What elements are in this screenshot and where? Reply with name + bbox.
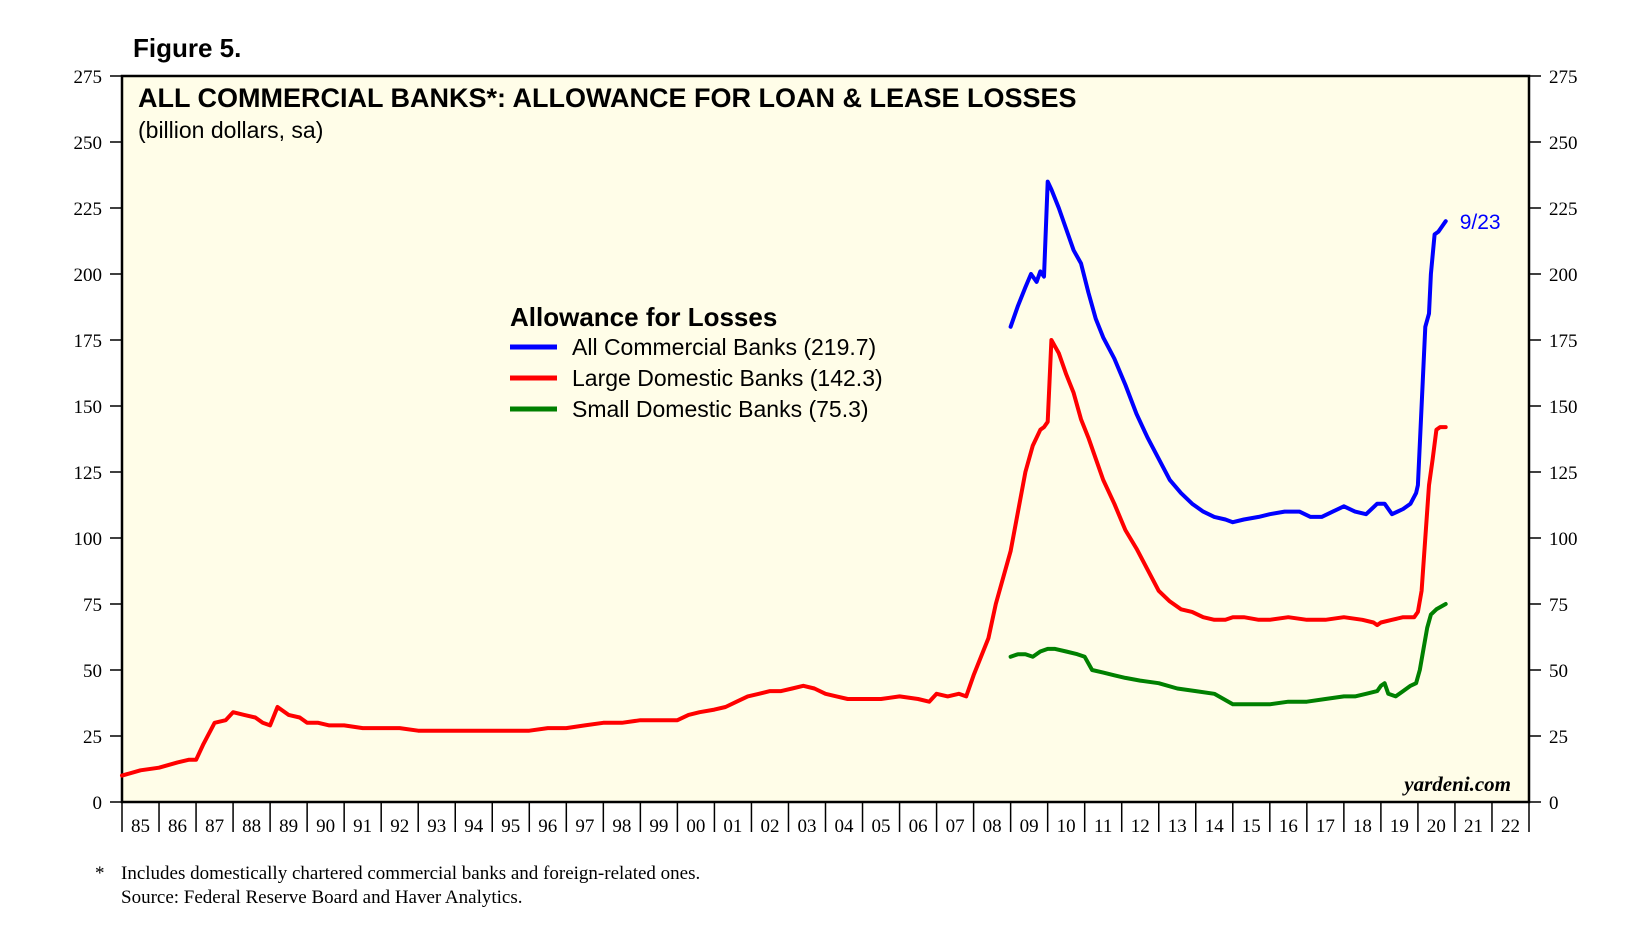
series-line-large [120,338,1448,778]
x-tick-label: 95 [501,816,520,837]
x-tick-label: 16 [1279,816,1298,837]
x-tick-label: 21 [1464,816,1483,837]
y-tick-label-left: 275 [74,67,103,88]
x-tick-label: 98 [612,816,631,837]
legend-label-large: Large Domestic Banks (142.3) [572,365,883,391]
x-tick-label: 09 [1020,816,1039,837]
y-tick-label-right: 50 [1549,661,1568,682]
y-tick-label-right: 275 [1549,67,1578,88]
y-tick-label-left: 250 [74,133,103,154]
x-tick-label: 94 [464,816,484,837]
y-tick-label-left: 175 [74,331,103,352]
series-line-all [1008,179,1448,525]
x-tick-label: 85 [131,816,150,837]
series-line-small [1008,602,1448,707]
x-tick-label: 10 [1057,816,1076,837]
x-tick-label: 17 [1316,816,1335,837]
x-axis: 85 86 87 88 89 90 91 92 93 94 95 96 97 98 99 00 01 02 03 04… [121,802,1530,837]
x-tick-label: 06 [909,816,928,837]
y-tick-label-left: 75 [83,595,102,616]
plot-area [120,74,1531,804]
legend: Allowance for Losses All Commercial Bank… [510,302,883,422]
x-tick-label: 87 [205,816,224,837]
footnote-marker: * [95,863,105,884]
x-tick-label: 05 [872,816,891,837]
chart-title: ALL COMMERCIAL BANKS*: ALLOWANCE FOR LOA… [138,83,1077,113]
footnote-text: Includes domestically chartered commerci… [121,863,701,884]
x-tick-label: 22 [1501,816,1520,837]
x-tick-label: 01 [723,816,742,837]
x-tick-label: 07 [946,816,965,837]
x-tick-label: 92 [390,816,409,837]
x-tick-label: 12 [1131,816,1150,837]
x-tick-label: 18 [1353,816,1372,837]
y-tick-label-left: 125 [74,463,103,484]
watermark: yardeni.com [1401,772,1511,796]
annotation-last-date: 9/23 [1460,211,1501,234]
y-tick-label-right: 150 [1549,397,1578,418]
chart-subtitle: (billion dollars, sa) [138,117,323,143]
y-tick-label-left: 50 [83,661,102,682]
x-tick-label: 86 [168,816,187,837]
x-tick-label: 02 [760,816,779,837]
legend-label-all: All Commercial Banks (219.7) [572,334,876,360]
x-tick-label: 08 [983,816,1002,837]
y-tick-label-right: 25 [1549,727,1568,748]
x-tick-label: 93 [427,816,446,837]
x-tick-label: 19 [1390,816,1409,837]
legend-title: Allowance for Losses [510,302,777,332]
x-tick-label: 89 [279,816,298,837]
footnote-source: Source: Federal Reserve Board and Haver … [121,887,523,908]
y-tick-label-left: 150 [74,397,103,418]
y-tick-label-right: 0 [1549,793,1559,814]
legend-label-small: Small Domestic Banks (75.3) [572,396,869,422]
x-tick-label: 91 [353,816,372,837]
x-tick-label: 04 [835,816,855,837]
x-tick-label: 96 [538,816,557,837]
y-axis-left: 0 25 50 75 100 125 150 175 200 225 250 275 [74,67,122,814]
x-tick-label: 88 [242,816,261,837]
y-tick-label-left: 0 [93,793,103,814]
x-tick-label: 14 [1205,816,1225,837]
x-tick-label: 03 [797,816,816,837]
x-tick-label: 13 [1168,816,1187,837]
y-tick-label-right: 100 [1549,529,1578,550]
y-tick-label-right: 175 [1549,331,1578,352]
y-tick-label-left: 25 [83,727,102,748]
footnote-line-1: * Includes domestically chartered commerc… [95,863,700,885]
y-tick-label-right: 225 [1549,199,1578,220]
y-tick-label-left: 200 [74,265,103,286]
y-tick-label-right: 75 [1549,595,1568,616]
figure-label: Figure 5. [133,33,242,63]
x-tick-label: 15 [1242,816,1261,837]
y-tick-label-left: 100 [74,529,103,550]
x-tick-label: 97 [575,816,594,837]
y-axis-right: 0 25 50 75 100 125 150 175 200 225 250 275 [1529,67,1578,814]
x-tick-label: 00 [686,816,705,837]
y-tick-label-right: 125 [1549,463,1578,484]
y-tick-label-right: 250 [1549,133,1578,154]
x-tick-label: 11 [1094,816,1112,837]
y-tick-label-right: 200 [1549,265,1578,286]
x-tick-label: 20 [1427,816,1446,837]
series-lines [120,179,1448,778]
y-tick-label-left: 225 [74,199,103,220]
x-tick-label: 99 [649,816,668,837]
x-tick-label: 90 [316,816,335,837]
